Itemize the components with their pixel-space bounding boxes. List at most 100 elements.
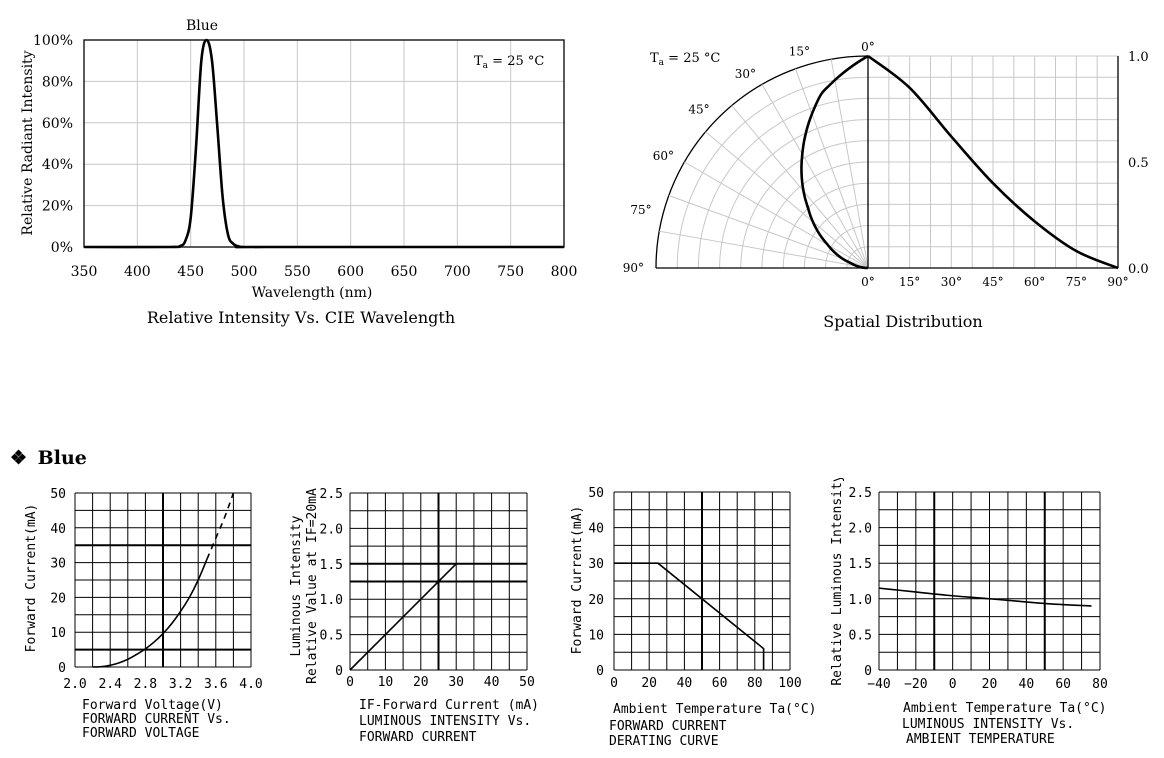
iv-y-tick-label: 0 [58,661,66,676]
spatial-polar-spoke [830,59,869,269]
spatial-polar-spoke [761,84,869,269]
lc-y-tick-label: 0 [335,664,343,679]
iv-y-tick-label: 50 [50,487,66,502]
iv-chart: 2.0 2.4 2.8 3.2 3.6 4.0 0 10 20 30 40 50 Forward Cu… [24,487,263,741]
spatial-polar-ring [803,203,869,269]
iv-curve-extrapolated [206,492,235,560]
lum-temp-y-axis-label: Relative Luminous Intensity [830,478,845,686]
spatial-angle-label: 90° [623,261,644,275]
spectrum-x-axis-label: Wavelength (nm) [252,285,373,301]
lc-y-tick-label: 2.0 [320,522,343,537]
lt-y-tick-label: 1.5 [849,557,872,572]
dr-y-tick-label: 20 [588,593,604,608]
spatial-polar-ring [697,97,869,269]
lum-current-y-axis-label-2: Relative Value at IF=20mA [305,488,320,684]
spatial-right-tick-label: 0.5 [1128,156,1149,171]
spatial-bottom-tick-label: 90° [1107,275,1128,289]
iv-caption-line-1: FORWARD CURRENT Vs. [82,712,231,727]
spectrum-title: Relative Intensity Vs. CIE Wavelength [147,308,455,327]
lum-current-curve [349,563,457,671]
section-title: Blue [37,447,87,469]
lt-x-tick-label: 40 [1019,677,1035,692]
spectrum-x-tick-label: 400 [124,264,151,280]
spatial-bottom-tick-label: 30° [941,275,962,289]
spatial-polar-spoke [659,230,869,269]
spectrum-x-tick-label: 550 [284,264,311,280]
lum-temp-chart: −40 −20 0 20 40 60 80 0 0.5 1.0 1.5 2.0 2.5 Relative… [830,478,1108,747]
spatial-outer-arc [655,55,869,269]
spatial-angle-label: 15° [789,45,810,59]
spectrum-y-tick-label: 60% [42,116,73,132]
derating-curve [614,562,765,670]
dr-y-tick-label: 50 [588,486,604,501]
spatial-bottom-tick-label: 0° [861,275,875,289]
section-heading: ❖ Blue [10,447,87,469]
spectrum-y-tick-label: 0% [51,240,73,256]
lt-y-tick-label: 1.0 [849,593,872,608]
spectrum-x-tick-label: 650 [391,264,418,280]
spectrum-y-tick-label: 40% [42,157,73,173]
lc-y-tick-label: 0.5 [320,629,343,644]
iv-x-tick-label: 2.4 [98,677,122,692]
spatial-right-tick-label: 0.0 [1128,262,1149,277]
lt-y-tick-label: 2.0 [849,522,872,537]
lc-x-tick-label: 50 [519,675,535,690]
spectrum-peak-label: Blue [186,18,218,34]
spectrum-condition: Ta = 25 °C [474,54,544,71]
iv-x-tick-label: 3.2 [169,677,192,692]
dr-x-tick-label: 80 [747,676,763,691]
spatial-polar-ring [846,246,869,269]
iv-x-axis-label: Forward Voltage(V) [82,698,223,713]
lt-y-tick-label: 2.5 [849,486,872,501]
lc-x-tick-label: 20 [413,675,429,690]
lc-y-tick-label: 1.5 [320,558,343,573]
dr-x-tick-label: 60 [712,676,728,691]
lt-x-tick-label: −20 [904,677,927,692]
spectrum-x-tick-label: 700 [444,264,471,280]
spatial-right-tick-label: 1.0 [1128,50,1149,65]
lum-temp-caption-line-2: AMBIENT TEMPERATURE [906,732,1055,747]
spatial-polar-ring [740,140,869,269]
spatial-bottom-tick-label: 45° [982,275,1003,289]
spatial-polar-spoke [731,105,869,269]
iv-y-tick-label: 40 [50,522,66,537]
lt-x-tick-label: 60 [1055,677,1071,692]
dr-x-tick-label: 20 [641,676,657,691]
spatial-bottom-tick-label: 15° [899,275,920,289]
lt-x-tick-label: 80 [1092,677,1108,692]
spectrum-plot-frame [83,39,565,248]
lc-x-tick-label: 10 [378,675,394,690]
lum-temp-x-axis-label: Ambient Temperature Ta(°C) [903,701,1107,716]
dr-x-tick-label: 0 [610,676,618,691]
lum-temp-curve [878,587,1092,607]
spatial-chart: 0° 15° 30° 45° 60° 75° 90° 0° 15° 30° 45° 60° 75° 90°… [623,40,1149,331]
spectrum-x-tick-label: 800 [551,264,578,280]
lt-x-tick-label: −40 [867,677,890,692]
diamond-bullet-icon: ❖ [10,447,28,469]
spectrum-x-tick-label: 750 [497,264,524,280]
iv-x-tick-label: 2.8 [134,677,157,692]
spatial-bottom-tick-label: 75° [1066,275,1087,289]
spectrum-y-axis-label: Relative Radiant Intensity [20,50,36,235]
spatial-angle-label: 45° [688,103,709,117]
spectrum-curve [83,38,564,249]
lum-current-y-axis-label-1: Luminous Intensity [289,515,304,656]
lum-current-x-axis-label: IF-Forward Current (mA) [359,698,539,713]
dr-y-tick-label: 30 [588,557,604,572]
lum-temp-caption-line-1: LUMINOUS INTENSITY Vs. [902,717,1074,732]
spectrum-y-tick-label: 100% [33,33,73,49]
spectrum-x-tick-label: 500 [231,264,258,280]
iv-caption-line-2: FORWARD VOLTAGE [82,726,199,741]
spatial-polar-spoke [684,161,869,269]
spatial-condition: Ta = 25 °C [650,51,720,68]
dr-y-tick-label: 40 [588,522,604,537]
spatial-polar-ring [676,76,869,269]
spectrum-y-tick-label: 20% [42,199,73,215]
lt-y-tick-label: 0.5 [849,628,872,643]
spatial-title: Spatial Distribution [823,312,982,331]
dr-x-tick-label: 40 [677,676,693,691]
iv-x-tick-label: 3.6 [204,677,227,692]
derating-chart: 0 20 40 60 80 100 0 10 20 30 40 50 Forward Current(… [570,486,817,749]
spectrum-x-tick-label: 450 [177,264,204,280]
spectrum-x-tick-label: 350 [71,264,98,280]
